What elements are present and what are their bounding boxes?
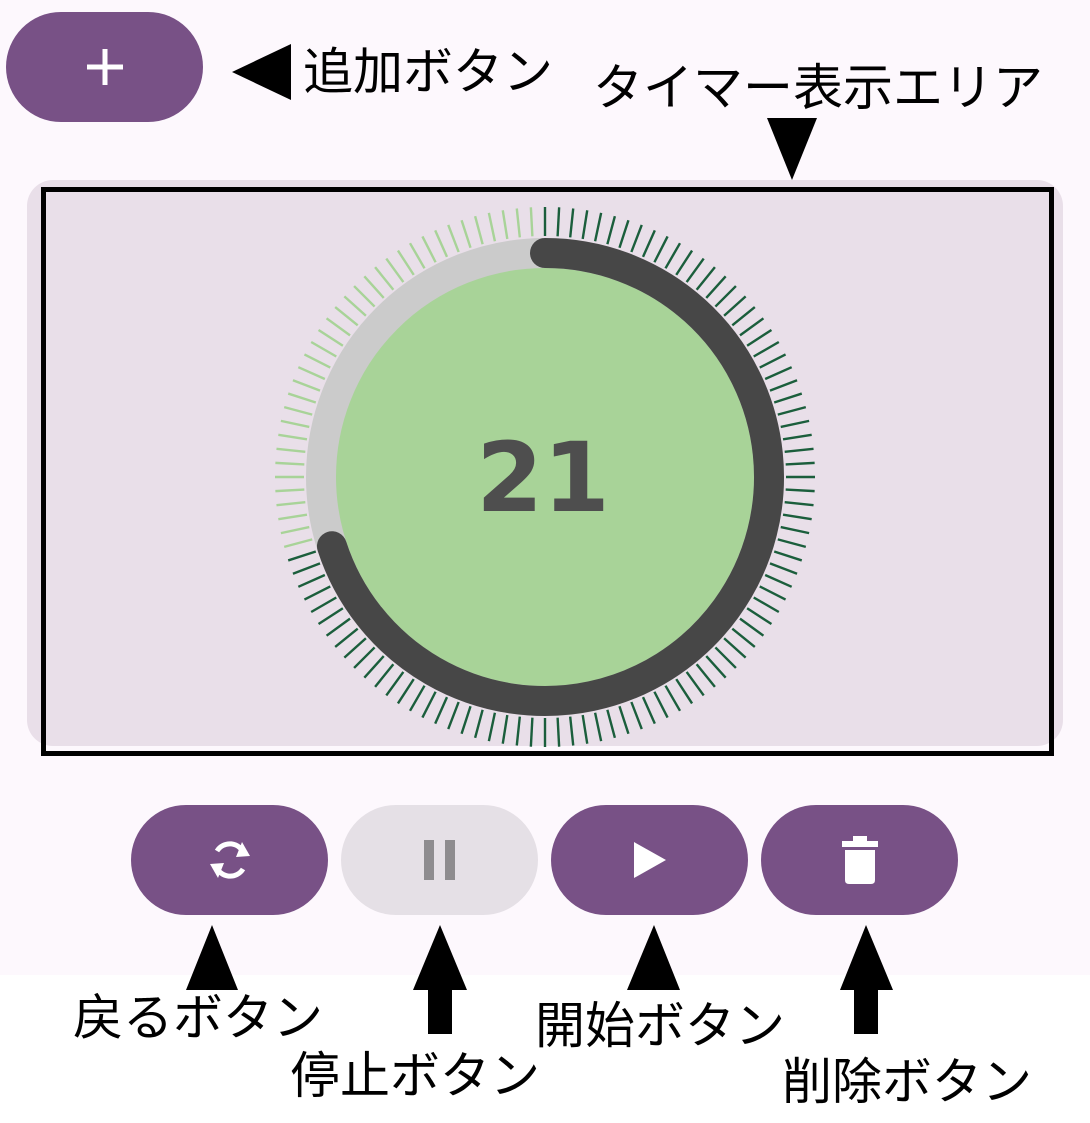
back-button-label: 戻るボタン [73,989,323,1047]
play-button[interactable] [551,805,748,915]
stop-button-label: 停止ボタン [290,1047,540,1105]
arrow-left-icon [232,44,291,100]
arrow-up-icon [186,925,238,990]
refresh-icon [209,841,250,879]
timer-remaining: 21 [476,422,610,534]
timer-display-label: タイマー表示エリア [593,59,1043,117]
pause-icon [423,840,455,880]
add-button-label: 追加ボタン [303,43,553,101]
pause-button[interactable] [341,805,538,915]
arrow-up-icon [840,925,893,990]
reset-button[interactable] [131,805,328,915]
arrow-up-icon [627,925,680,990]
add-button[interactable] [6,12,203,122]
start-button-label: 開始ボタン [535,997,785,1055]
delete-button-label: 削除ボタン [782,1053,1032,1111]
trash-icon [841,836,878,884]
arrow-down-icon [767,118,817,180]
play-icon [633,842,666,878]
delete-button[interactable] [761,805,958,915]
plus-icon [86,49,123,85]
arrow-up-icon [413,925,467,990]
